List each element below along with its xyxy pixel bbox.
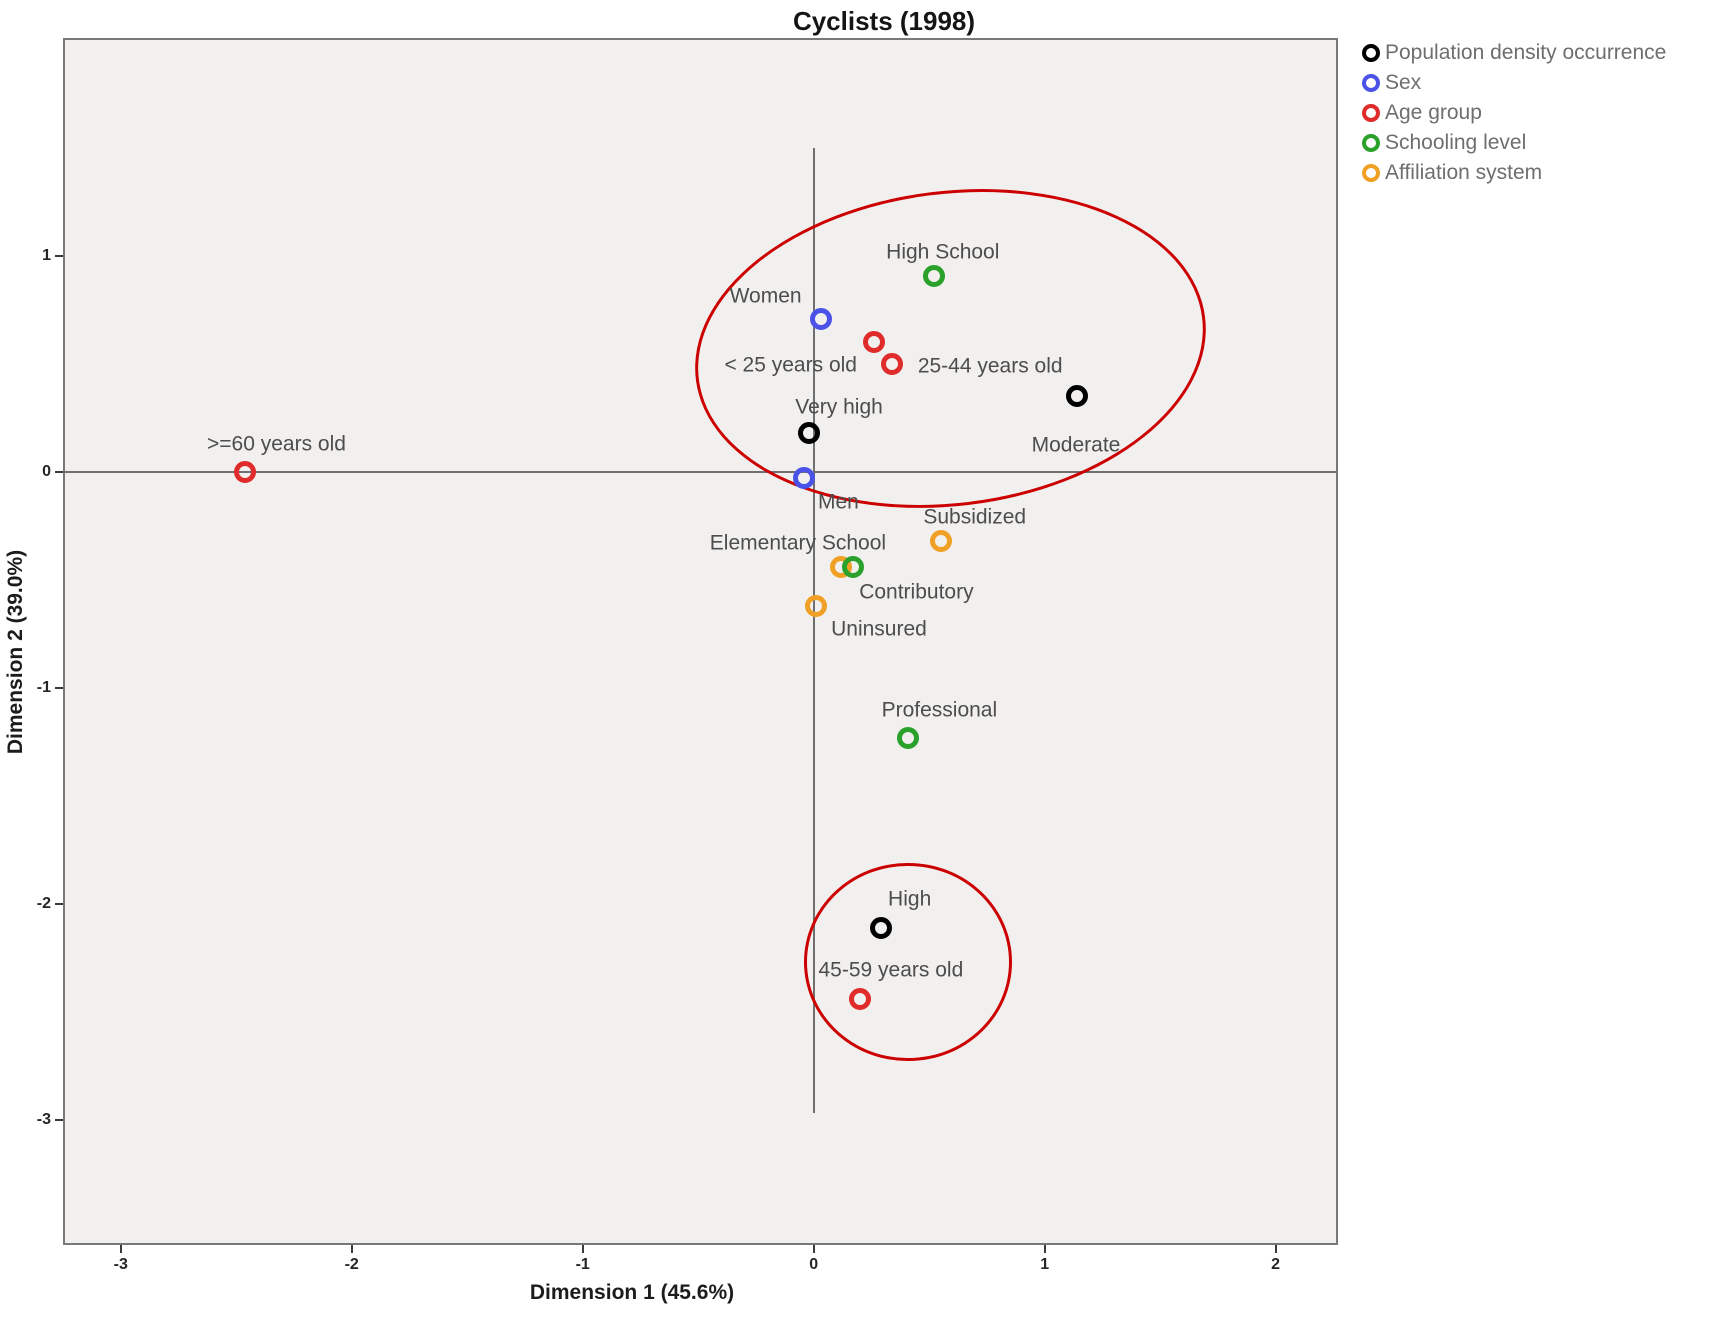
- data-point: [869, 916, 892, 939]
- data-point-label: High School: [886, 239, 1000, 263]
- y-tick-label: 0: [42, 463, 51, 480]
- y-tick-mark: [55, 1118, 63, 1121]
- data-point-label: 25-44 years old: [917, 354, 1063, 378]
- y-tick-mark: [55, 902, 63, 905]
- x-tick-label: -2: [344, 1256, 359, 1273]
- data-point-label: Moderate: [1031, 433, 1121, 457]
- x-tick-label: 2: [1271, 1256, 1281, 1273]
- x-tick-label: 1: [1040, 1256, 1050, 1273]
- x-tick-label: -3: [113, 1256, 128, 1273]
- legend-item: Affiliation system: [1362, 160, 1542, 186]
- data-point: [234, 461, 257, 483]
- data-point: [798, 422, 821, 445]
- y-tick-label: -1: [36, 678, 51, 696]
- data-point: [897, 726, 920, 749]
- legend-item: Age group: [1362, 100, 1482, 126]
- data-point-label: Men: [818, 490, 859, 514]
- y-tick-label: 1: [42, 247, 51, 265]
- x-tick-mark: [581, 1245, 584, 1253]
- data-point-label: Contributory: [859, 580, 974, 604]
- legend-marker-icon: [1362, 134, 1380, 152]
- data-point-label: >=60 years old: [207, 432, 346, 456]
- legend-item: Population density occurrence: [1362, 40, 1666, 66]
- data-point-label: Professional: [881, 698, 998, 722]
- x-axis-title: Dimension 1 (45.6%): [529, 1281, 735, 1304]
- y-tick-mark: [55, 255, 63, 258]
- legend-item-label: Sex: [1385, 71, 1422, 94]
- data-point: [841, 556, 864, 578]
- y-tick-mark: [55, 471, 63, 473]
- y-tick-label: -2: [36, 894, 51, 912]
- y-tick-label: -3: [36, 1110, 51, 1128]
- data-point-label: < 25 years old: [724, 353, 857, 377]
- data-point: [804, 594, 827, 617]
- horizontal-reference-line: [63, 471, 1338, 473]
- data-point: [862, 331, 885, 354]
- data-point: [809, 307, 832, 330]
- cluster-ellipse: [804, 862, 1013, 1062]
- data-point-label: Very high: [795, 395, 883, 419]
- x-tick-label: -1: [575, 1256, 590, 1273]
- legend-marker-icon: [1362, 164, 1380, 182]
- y-axis-title: Dimension 2 (39.0%): [4, 549, 27, 755]
- data-point-label: Women: [729, 284, 802, 308]
- plot-area: [63, 38, 1338, 1245]
- data-point: [922, 264, 945, 287]
- x-tick-mark: [812, 1245, 815, 1253]
- x-tick-mark: [119, 1245, 122, 1253]
- x-tick-mark: [1274, 1245, 1277, 1253]
- data-point-label: Subsidized: [923, 505, 1027, 529]
- data-point: [929, 530, 952, 553]
- data-point: [793, 467, 816, 490]
- data-point: [1065, 385, 1088, 408]
- data-point: [881, 353, 904, 376]
- legend-marker-icon: [1362, 44, 1380, 62]
- data-point-label: Uninsured: [831, 617, 927, 641]
- legend-item-label: Schooling level: [1385, 131, 1527, 154]
- data-point: [848, 987, 871, 1010]
- x-tick-mark: [1043, 1245, 1046, 1253]
- legend-marker-icon: [1362, 104, 1380, 122]
- vertical-reference-line: [812, 148, 815, 1114]
- legend-item-label: Affiliation system: [1385, 161, 1543, 184]
- legend-item: Sex: [1362, 70, 1421, 96]
- legend-marker-icon: [1362, 74, 1380, 92]
- data-point-label: Elementary School: [709, 531, 887, 555]
- legend-item: Schooling level: [1362, 130, 1526, 156]
- legend-item-label: Population density occurrence: [1385, 41, 1667, 64]
- y-tick-mark: [55, 686, 63, 689]
- data-point-label: High: [888, 887, 932, 911]
- x-tick-mark: [350, 1245, 353, 1253]
- legend-item-label: Age group: [1385, 101, 1482, 124]
- data-point-label: 45-59 years old: [818, 958, 964, 982]
- x-tick-label: 0: [809, 1256, 819, 1273]
- chart-title: Cyclists (1998): [792, 6, 976, 36]
